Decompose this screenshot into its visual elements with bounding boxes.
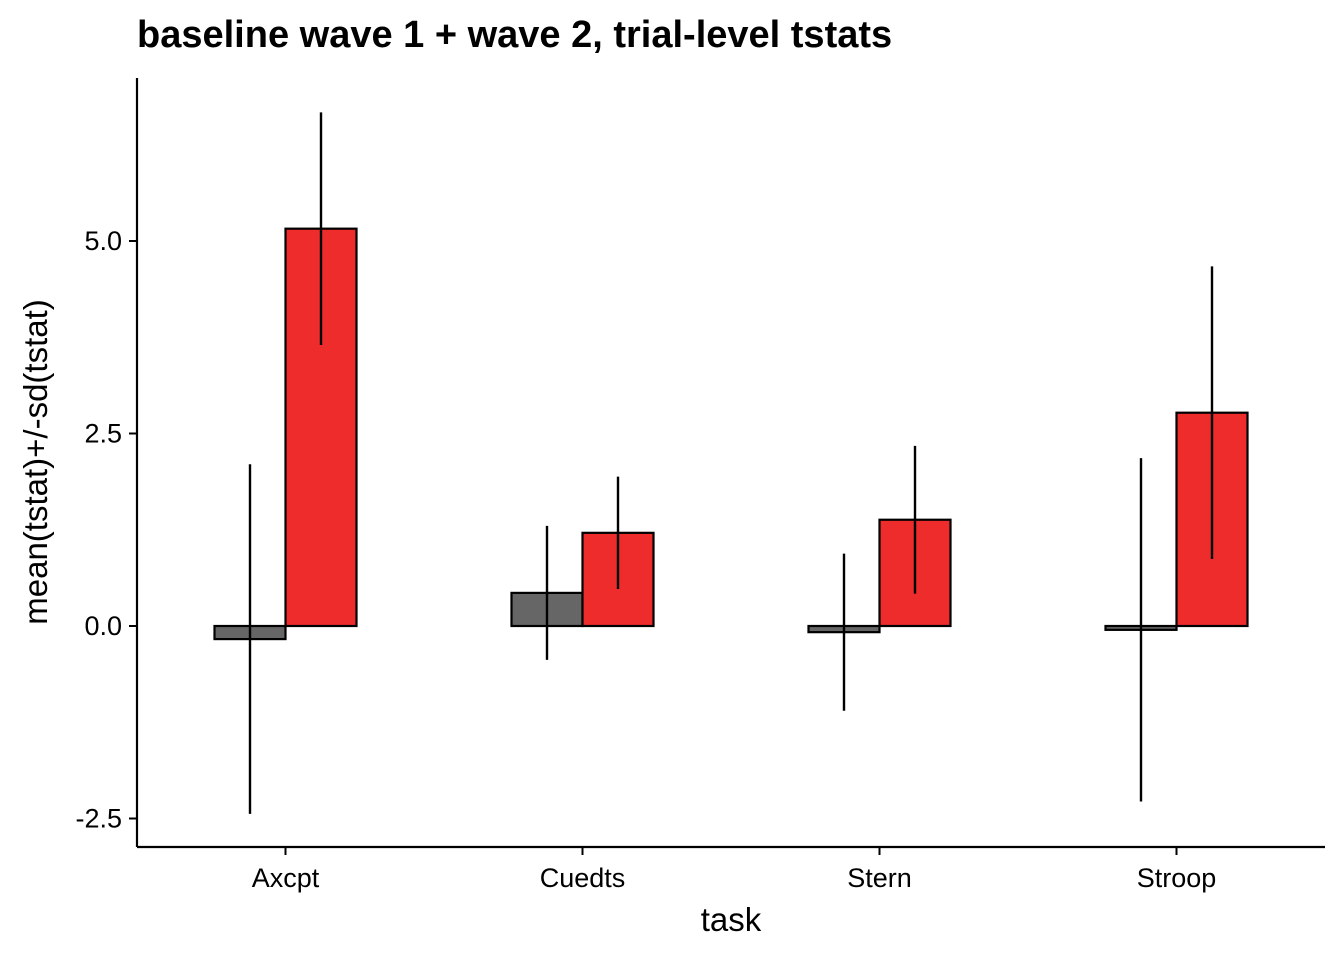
x-tick-label-cuedts: Cuedts	[540, 863, 626, 893]
y-tick-label: 5.0	[84, 226, 122, 256]
chart-title: baseline wave 1 + wave 2, trial-level ts…	[137, 14, 893, 56]
y-axis-title: mean(tstat)+/-sd(tstat)	[17, 299, 54, 625]
x-tick-label-axcpt: Axcpt	[252, 863, 320, 893]
y-tick-label: -2.5	[75, 804, 122, 834]
x-tick-label-stern: Stern	[847, 863, 912, 893]
y-tick-label: 0.0	[84, 611, 122, 641]
x-tick-label-stroop: Stroop	[1137, 863, 1217, 893]
x-axis-title: task	[701, 901, 762, 938]
errorbars-layer	[248, 112, 1214, 814]
axes-layer: Axcpt Cuedts Stern Stroop -2.5 0.0 2.5 5.0	[75, 78, 1325, 893]
y-tick-label: 2.5	[84, 419, 122, 449]
bars-layer	[213, 227, 1249, 641]
